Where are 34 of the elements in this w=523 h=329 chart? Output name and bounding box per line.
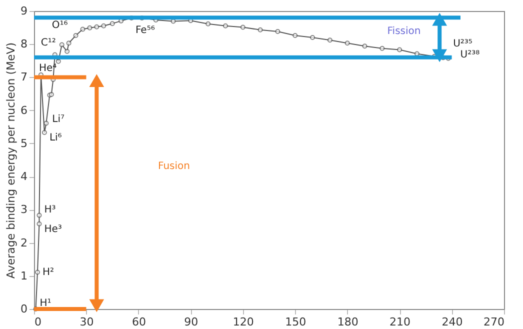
annotation: He³: [44, 224, 62, 235]
x-tick-label: 210: [390, 316, 411, 328]
annotation: U²³⁵: [453, 38, 472, 50]
x-tick-label: 0: [34, 316, 42, 328]
y-tick-label: 3: [20, 203, 28, 216]
y-tick-label: 5: [20, 136, 28, 150]
annotation: H³: [44, 204, 56, 216]
annotation: Fission: [387, 26, 421, 37]
y-tick-label: 4: [20, 170, 28, 184]
x-tick-label: 30: [80, 316, 94, 328]
x-tick-label: 60: [132, 316, 146, 328]
x-tick-label: 90: [184, 316, 198, 328]
y-tick-label: 7: [20, 70, 28, 84]
annotation: U²³⁸: [460, 49, 480, 60]
x-tick-label: 270: [484, 316, 504, 328]
annotation: Fusion: [158, 161, 190, 172]
x-tick-label: 120: [232, 316, 254, 328]
annotation: C¹²: [40, 38, 56, 49]
y-tick-label: 8: [20, 38, 28, 51]
y-tick-label: 2: [20, 236, 28, 250]
y-tick-label: 1: [20, 269, 28, 282]
annotation: H¹: [40, 298, 52, 309]
x-tick-label: 240: [442, 316, 463, 328]
annotation: Li⁷: [52, 114, 65, 126]
y-tick-label: 6: [20, 104, 28, 117]
x-tick-label: 150: [285, 316, 306, 328]
y-tick-label: 9: [20, 4, 28, 18]
annotation: O¹⁶: [52, 20, 68, 31]
annotation: Li⁶: [49, 132, 62, 144]
x-tick-label: 180: [337, 316, 358, 328]
annotation: H²: [42, 267, 54, 278]
annotation: Fe⁵⁶: [135, 24, 155, 36]
y-tick-label: 0: [20, 302, 28, 316]
y-axis-title: Average binding energy per nucleon (MeV): [4, 42, 18, 279]
